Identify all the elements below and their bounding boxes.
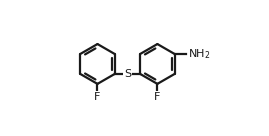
Text: NH$_2$: NH$_2$ (187, 47, 210, 61)
Text: S: S (124, 69, 131, 79)
Text: F: F (94, 92, 101, 102)
Text: F: F (154, 92, 161, 102)
